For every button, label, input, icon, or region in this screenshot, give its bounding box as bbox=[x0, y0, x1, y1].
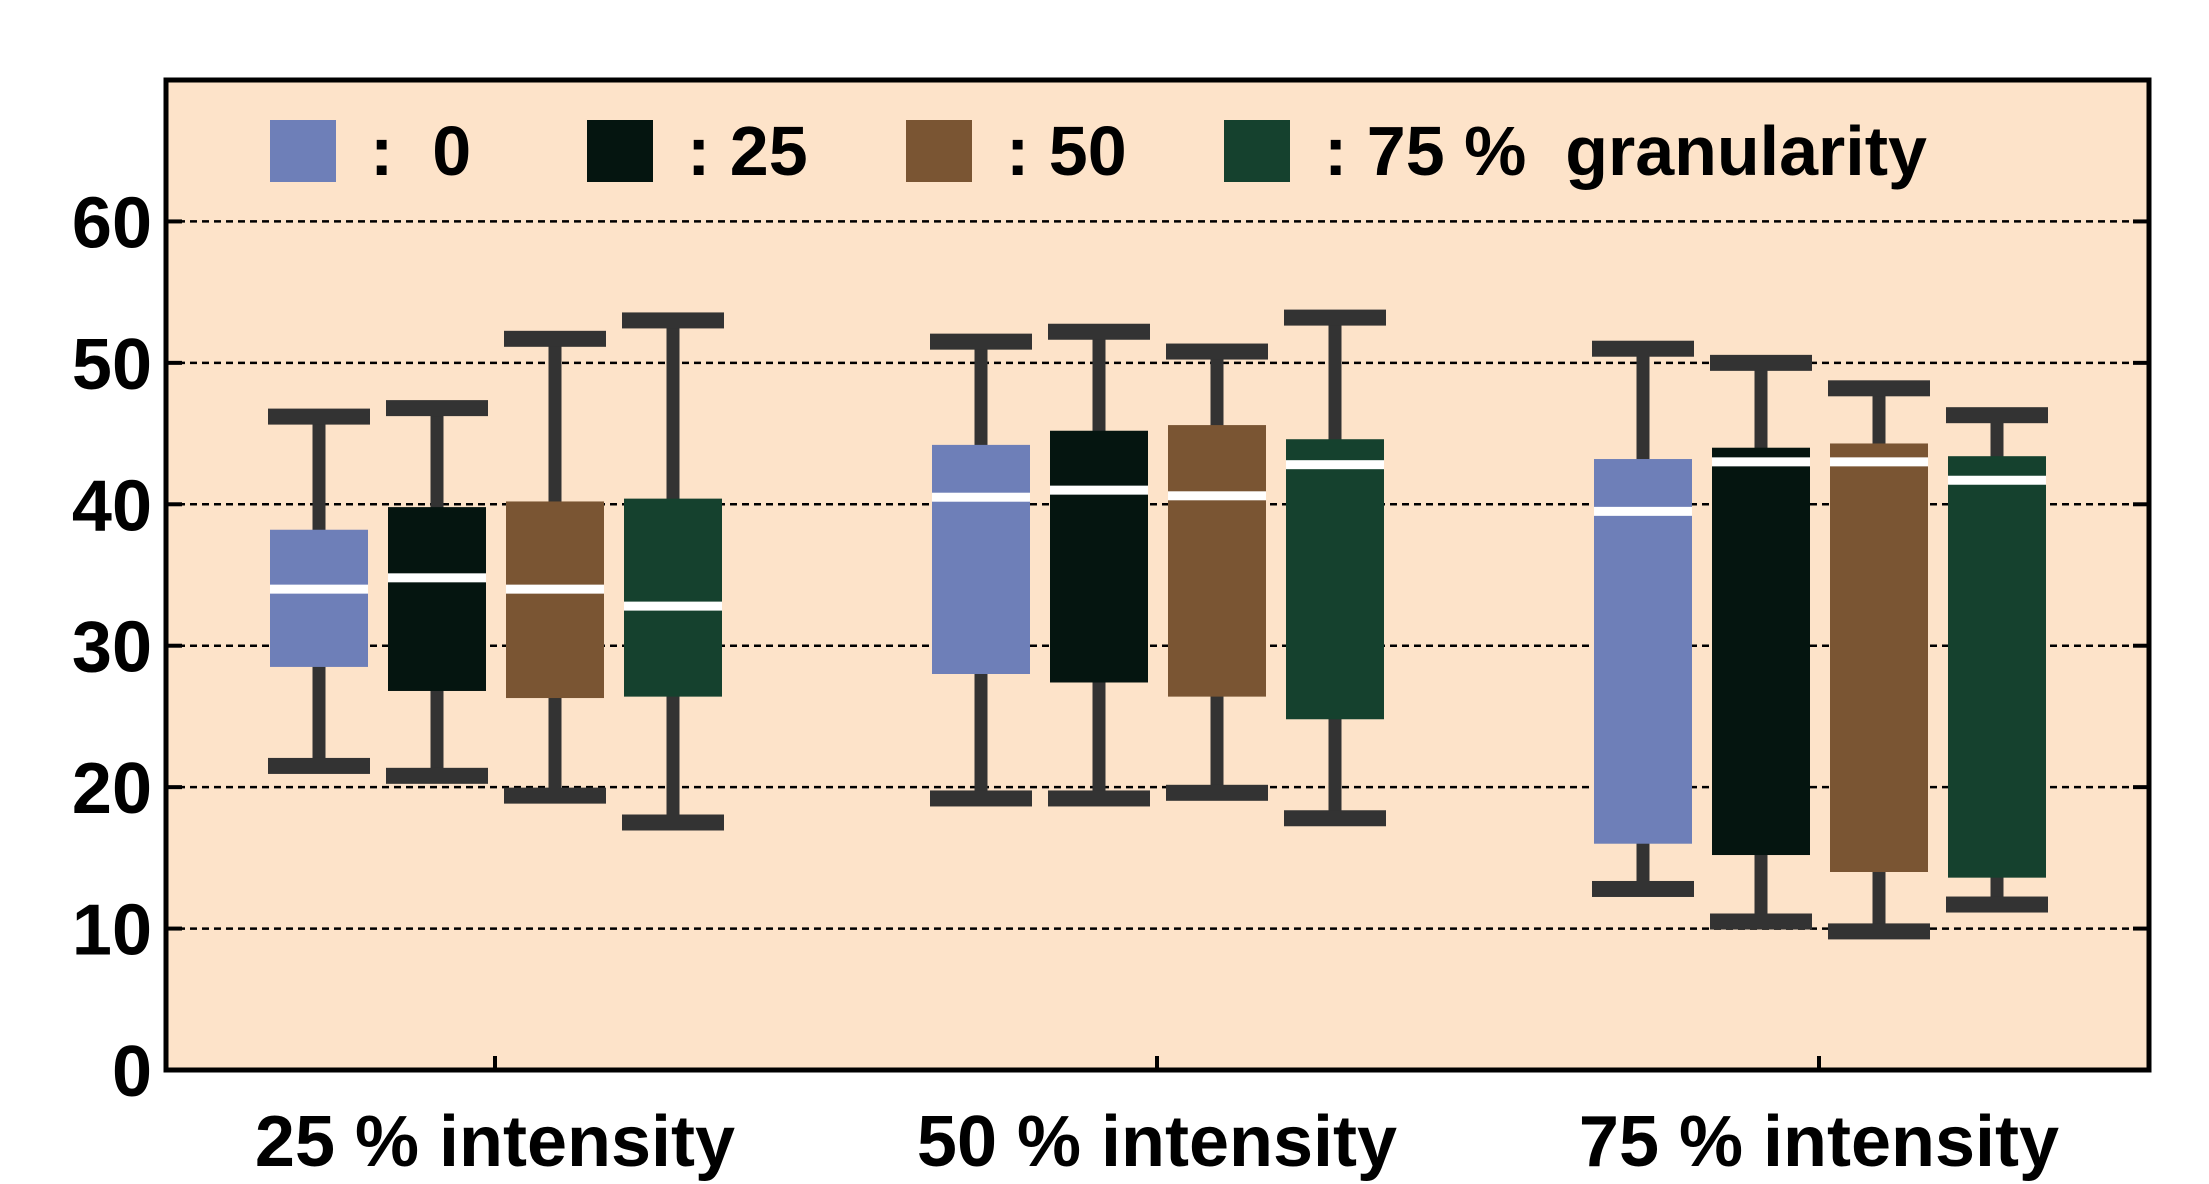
whisker-cap-high bbox=[930, 333, 1032, 350]
box bbox=[1948, 456, 2046, 878]
box bbox=[1168, 425, 1266, 697]
x-axis-ticks: 25 % intensity 50 % intensity 75 % intensi… bbox=[255, 1056, 2059, 1182]
legend-label: : 50 bbox=[1006, 112, 1127, 190]
median-line bbox=[624, 601, 722, 611]
box bbox=[506, 501, 604, 699]
legend: : 0 : 25 : 50 : 75 % granularity bbox=[270, 112, 1927, 190]
box-plot bbox=[1048, 323, 1150, 807]
whisker-cap-low bbox=[504, 787, 606, 804]
y-tick-label: 10 bbox=[72, 891, 152, 971]
box-plots bbox=[268, 309, 2048, 940]
median-line bbox=[270, 584, 368, 594]
legend-swatch bbox=[906, 120, 972, 182]
y-axis-ticks: 0 10 20 30 40 50 60 bbox=[72, 183, 2149, 1112]
whisker-cap-low bbox=[386, 767, 488, 784]
median-line bbox=[388, 573, 486, 583]
whisker-cap-low bbox=[1710, 913, 1812, 930]
legend-swatch bbox=[270, 120, 336, 182]
box-plot bbox=[1284, 309, 1386, 827]
whisker-cap-high bbox=[1710, 354, 1812, 371]
y-tick-label: 60 bbox=[72, 183, 152, 263]
whisker-cap-low bbox=[930, 790, 1032, 807]
x-category-label: 50 % intensity bbox=[917, 1102, 1397, 1182]
whisker-cap-high bbox=[386, 400, 488, 417]
whisker-cap-high bbox=[1166, 343, 1268, 360]
box-plot bbox=[386, 400, 488, 784]
whisker-cap-low bbox=[1284, 810, 1386, 827]
median-line bbox=[1050, 485, 1148, 495]
x-category-label: 75 % intensity bbox=[1579, 1102, 2059, 1182]
whisker-cap-low bbox=[1166, 784, 1268, 801]
whisker-cap-high bbox=[1284, 309, 1386, 326]
box bbox=[1050, 430, 1148, 683]
whisker-cap-low bbox=[268, 757, 370, 774]
whisker-cap-low bbox=[1048, 790, 1150, 807]
whisker-cap-high bbox=[1048, 323, 1150, 340]
y-tick-label: 30 bbox=[72, 608, 152, 688]
median-line bbox=[1948, 475, 2046, 485]
legend-label: : 75 % granularity bbox=[1324, 112, 1927, 190]
median-line bbox=[932, 492, 1030, 502]
legend-swatch bbox=[587, 120, 653, 182]
median-line bbox=[1168, 491, 1266, 501]
y-tick-label: 0 bbox=[112, 1032, 152, 1112]
box-plot bbox=[1592, 340, 1694, 897]
whisker-cap-high bbox=[1828, 380, 1930, 397]
box-plot bbox=[1828, 380, 1930, 940]
whisker-cap-low bbox=[622, 814, 724, 831]
whisker-cap-low bbox=[1828, 923, 1930, 940]
whisker-cap-high bbox=[504, 330, 606, 347]
x-category-label: 25 % intensity bbox=[255, 1102, 735, 1182]
whisker-cap-low bbox=[1946, 896, 2048, 913]
median-line bbox=[506, 584, 604, 594]
grid-lines bbox=[166, 220, 2149, 930]
whisker-cap-high bbox=[268, 408, 370, 425]
whisker-cap-low bbox=[1592, 880, 1694, 897]
box-plot bbox=[1946, 407, 2048, 913]
median-line bbox=[1830, 457, 1928, 467]
y-tick-label: 40 bbox=[72, 466, 152, 546]
median-line bbox=[1286, 460, 1384, 470]
box-plot bbox=[930, 333, 1032, 807]
box-plot bbox=[268, 408, 370, 774]
box bbox=[1830, 443, 1928, 872]
whisker-cap-high bbox=[1592, 340, 1694, 357]
box bbox=[1594, 459, 1692, 844]
y-tick-label: 50 bbox=[72, 325, 152, 405]
box bbox=[624, 498, 722, 697]
box-plot bbox=[1710, 354, 1812, 930]
plot-background bbox=[166, 80, 2149, 1070]
box bbox=[270, 529, 368, 667]
whisker-cap-high bbox=[622, 312, 724, 329]
legend-label: : 0 bbox=[370, 112, 471, 190]
box-plot bbox=[1166, 343, 1268, 801]
box bbox=[932, 444, 1030, 674]
median-line bbox=[1594, 506, 1692, 516]
median-line bbox=[1712, 457, 1810, 467]
legend-label: : 25 bbox=[687, 112, 808, 190]
box bbox=[1286, 439, 1384, 720]
box-plot bbox=[622, 312, 724, 831]
whisker-cap-high bbox=[1946, 407, 2048, 424]
legend-swatch bbox=[1224, 120, 1290, 182]
box bbox=[388, 507, 486, 691]
box-plot bbox=[504, 330, 606, 804]
box bbox=[1712, 447, 1810, 856]
y-tick-label: 20 bbox=[72, 749, 152, 829]
